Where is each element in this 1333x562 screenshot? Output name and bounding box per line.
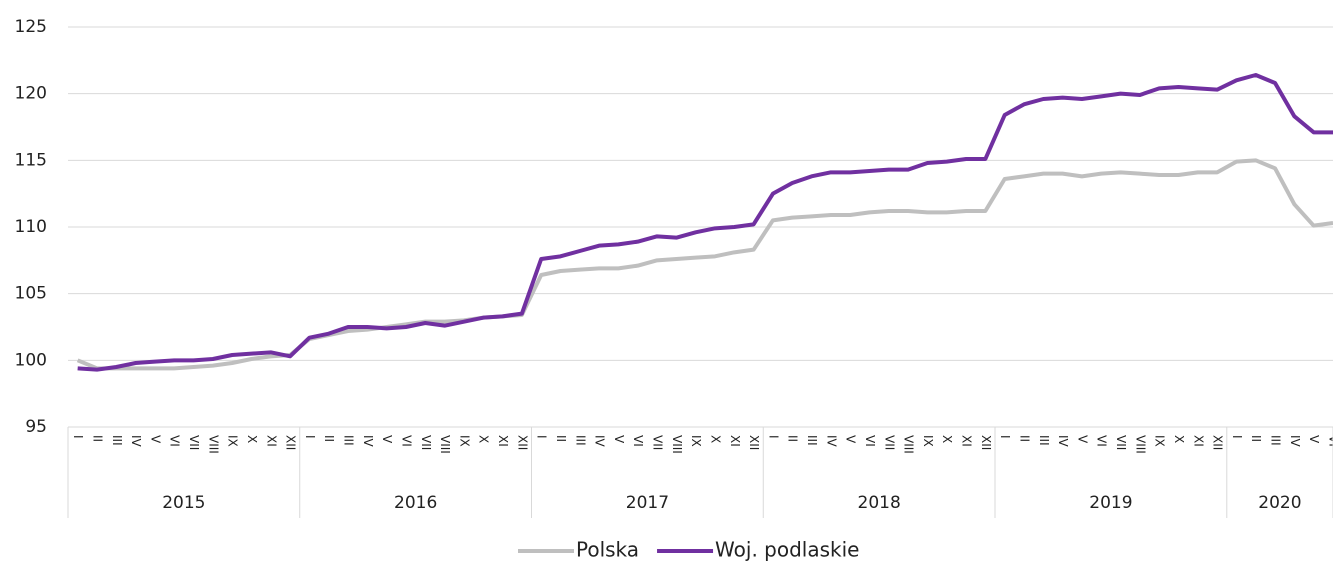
series-line (77, 73, 1333, 372)
x-tick-label: X (245, 435, 259, 443)
x-tick-label: X (1172, 435, 1186, 443)
x-tick-label: VI (168, 435, 182, 447)
x-tick-label: VI (1095, 435, 1109, 447)
x-tick-label: XII (747, 435, 761, 450)
x-tick-label: V (844, 435, 858, 444)
x-tick-label: VII (419, 435, 433, 450)
y-tick-label: 110 (15, 217, 47, 237)
x-tick-label: XII (284, 435, 298, 450)
x-tick-label: V (148, 435, 162, 444)
x-tick-label: XII (1211, 435, 1225, 450)
x-tick-label: III (573, 435, 587, 446)
x-tick-label: XI (728, 435, 742, 447)
x-tick-label: IV (1288, 435, 1302, 448)
x-tick-label: IX (1153, 435, 1167, 447)
x-tick-label: XI (496, 435, 510, 447)
year-label: 2017 (626, 493, 669, 513)
x-tick-label: IV (824, 435, 838, 448)
x-tick-label: I (71, 435, 85, 439)
x-tick-label: V (1307, 435, 1321, 444)
y-tick-label: 100 (15, 350, 47, 370)
x-tick-label: VI (863, 435, 877, 447)
x-tick-label: IX (226, 435, 240, 447)
x-tick-label: I (998, 435, 1012, 439)
year-label: 2018 (858, 493, 901, 513)
x-tick-label: III (1037, 435, 1051, 446)
x-tick-label: V (380, 435, 394, 444)
x-tick-label: III (1269, 435, 1283, 446)
x-tick-label: II (90, 435, 104, 442)
y-tick-label: 115 (15, 150, 47, 170)
year-label: 2020 (1258, 493, 1301, 513)
x-tick-label: VII (1114, 435, 1128, 450)
x-tick-label: I (535, 435, 549, 439)
x-tick-label: V (1075, 435, 1089, 444)
x-tick-label: III (110, 435, 124, 446)
x-tick-label: I (303, 435, 317, 439)
x-tick-label: I (766, 435, 780, 439)
x-tick-label: XI (960, 435, 974, 447)
x-tick-label: IV (593, 435, 607, 448)
x-tick-label: IX (689, 435, 703, 447)
legend-label: Polska (576, 538, 639, 562)
x-tick-label: IV (129, 435, 143, 448)
x-tick-label: XI (1191, 435, 1205, 447)
y-tick-label: 125 (15, 17, 47, 37)
x-tick-label: XI (264, 435, 278, 447)
x-tick-label: XII (979, 435, 993, 450)
x-tick-label: IX (457, 435, 471, 447)
x-tick-label: III (342, 435, 356, 446)
x-tick-label: VII (187, 435, 201, 450)
x-tick-label: VIII (206, 435, 220, 454)
x-tick-label: VIII (902, 435, 916, 454)
year-label: 2015 (162, 493, 205, 513)
x-tick-label: VI (631, 435, 645, 447)
x-tick-label: VIII (670, 435, 684, 454)
y-tick-label: 95 (25, 417, 47, 437)
y-tick-label: 105 (15, 284, 47, 304)
x-tick-label: X (708, 435, 722, 443)
x-tick-label: III (805, 435, 819, 446)
x-tick-label: VII (651, 435, 665, 450)
legend-label: Woj. podlaskie (715, 538, 859, 562)
x-tick-label: II (554, 435, 568, 442)
x-tick-label: VIII (1133, 435, 1147, 454)
x-tick-label: IV (1056, 435, 1070, 448)
x-tick-label: II (1249, 435, 1263, 442)
x-tick-label: V (612, 435, 626, 444)
x-tick-label: IX (921, 435, 935, 447)
x-tick-label: X (940, 435, 954, 443)
x-tick-label: IV (361, 435, 375, 448)
x-tick-label: VI (1327, 435, 1333, 447)
x-tick-label: VI (399, 435, 413, 447)
x-tick-label: XII (515, 435, 529, 450)
year-label: 2016 (394, 493, 437, 513)
series-line (76, 158, 1333, 371)
x-tick-label: VII (882, 435, 896, 450)
x-tick-label: VIII (438, 435, 452, 454)
x-tick-label: I (1230, 435, 1244, 439)
x-tick-label: II (1017, 435, 1031, 442)
x-tick-label: II (322, 435, 336, 442)
year-label: 2019 (1089, 493, 1132, 513)
x-tick-label: II (786, 435, 800, 442)
x-tick-label: X (477, 435, 491, 443)
month-labels: I II III IV V VI VII VIII IX X XI XII I II III IV V VI VII… (71, 435, 1333, 454)
y-tick-label: 120 (15, 84, 47, 104)
